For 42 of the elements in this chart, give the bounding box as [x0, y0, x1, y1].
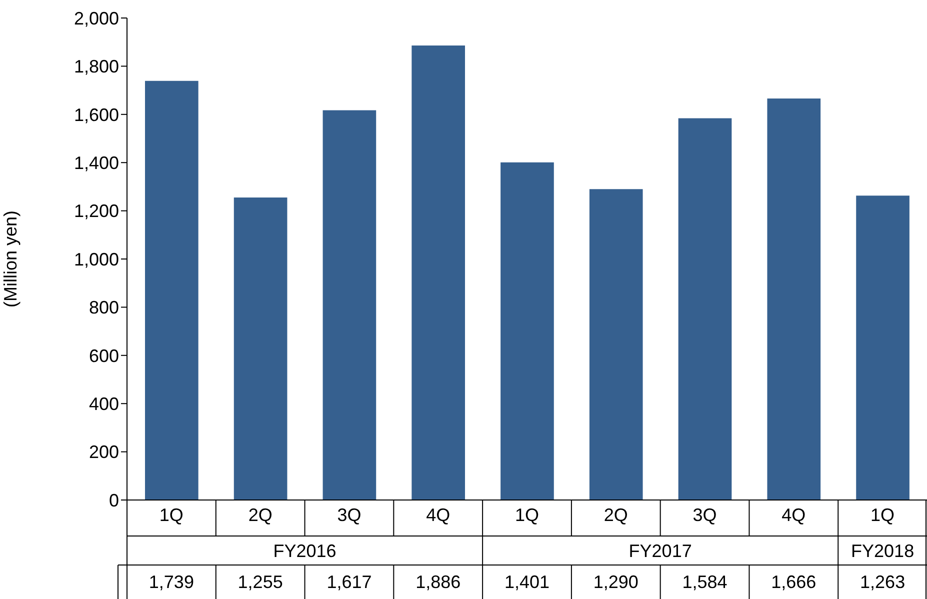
y-tick-label: 1,800 — [74, 56, 119, 77]
x-tick-label: 2Q — [248, 504, 272, 525]
x-tick-label: 2Q — [604, 504, 628, 525]
data-label: 1,666 — [771, 572, 816, 592]
bar — [500, 162, 554, 500]
x-tick-label: 3Q — [692, 504, 717, 525]
data-label: 1,255 — [238, 572, 283, 592]
data-label: 1,263 — [860, 572, 906, 592]
text: FY2018 — [851, 541, 914, 561]
text: FY2017 — [628, 541, 692, 561]
x-tick-label: 1Q — [514, 504, 540, 525]
x-tick-label: 1Q — [870, 504, 895, 525]
bar — [412, 45, 465, 500]
y-tick-label: 600 — [88, 346, 119, 366]
bar — [767, 98, 821, 500]
bar — [145, 80, 198, 500]
y-tick-label: 1,600 — [74, 104, 119, 125]
x-tick-label: 3Q — [337, 504, 362, 525]
bar — [678, 118, 732, 500]
y-tick-label: 2,000 — [74, 8, 119, 28]
x-tick-label: 1Q — [159, 504, 184, 525]
data-label: 1,290 — [593, 572, 638, 592]
x-tick-label: 4Q — [782, 504, 806, 525]
data-label: 1,617 — [326, 572, 372, 592]
text: FY2016 — [273, 541, 336, 561]
bar — [589, 189, 643, 500]
y-tick-label: 1,400 — [74, 152, 119, 173]
y-tick-label: 400 — [88, 394, 119, 414]
y-tick-label: 800 — [88, 298, 119, 318]
data-label: 1,739 — [148, 572, 194, 592]
y-tick-label: 1,000 — [74, 249, 119, 270]
y-tick-label: 1,200 — [74, 201, 119, 222]
bar — [322, 110, 376, 500]
data-label: 1,886 — [416, 572, 461, 592]
y-tick-label: 0 — [108, 490, 119, 510]
data-label: 1,401 — [504, 572, 550, 592]
y-tick-label: 200 — [88, 442, 119, 462]
bar — [234, 198, 288, 500]
bar — [856, 196, 910, 500]
data-label: 1,584 — [682, 572, 728, 592]
x-tick-label: 4Q — [426, 504, 450, 525]
y-axis-title: (Million yen) — [0, 210, 20, 308]
